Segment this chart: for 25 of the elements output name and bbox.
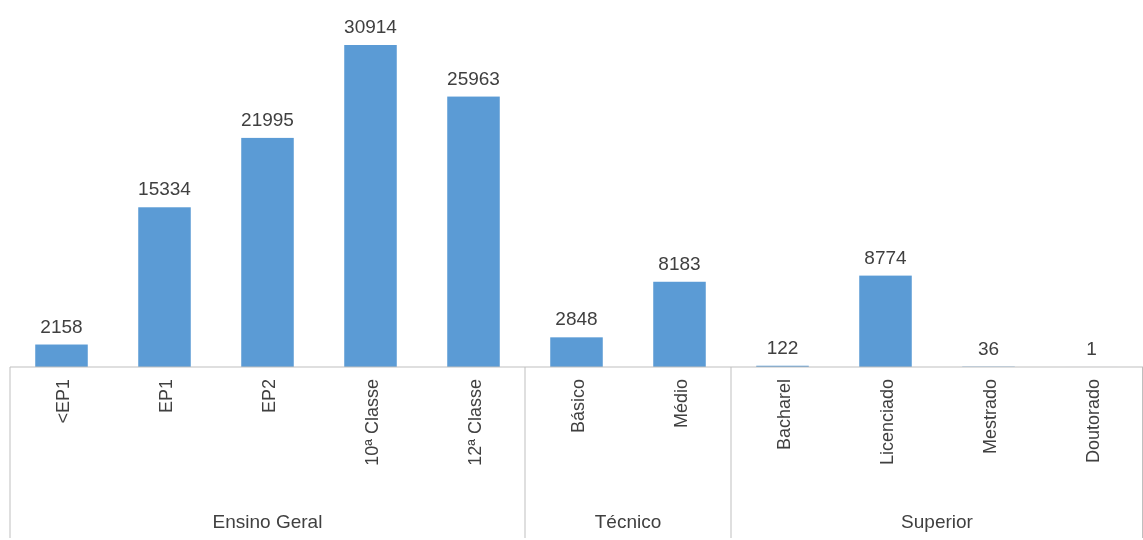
x-tick-label: Bacharel [773, 379, 794, 451]
data-label: 2848 [555, 308, 598, 330]
x-tick-label: Licenciado [876, 379, 897, 466]
data-label: 1 [1086, 337, 1097, 359]
x-tick-label: Doutorado [1082, 379, 1103, 464]
x-tick-label: Mestrado [979, 379, 1000, 455]
data-label: 36 [977, 337, 1000, 359]
data-label: 15334 [138, 178, 192, 200]
data-label: 21995 [241, 108, 294, 130]
data-label: 2158 [40, 315, 83, 337]
x-tick-label: 12ª Classe [464, 379, 485, 466]
x-tick-label: EP2 [258, 379, 279, 414]
x-tick-label: <EP1 [52, 379, 73, 424]
data-label: 122 [766, 336, 799, 358]
text: Técnico [594, 511, 662, 532]
data-label: 25963 [447, 67, 500, 89]
data-label: 30914 [344, 16, 398, 37]
data-label: 8774 [864, 246, 908, 268]
x-tick-label: EP1 [155, 379, 176, 414]
text: Ensino Geral [212, 511, 323, 532]
data-label: 8183 [658, 252, 701, 274]
x-tick-label: Básico [567, 379, 588, 434]
x-tick-label: 10ª Classe [361, 379, 382, 466]
text: Superior [901, 511, 974, 532]
x-tick-label: Médio [670, 379, 691, 429]
